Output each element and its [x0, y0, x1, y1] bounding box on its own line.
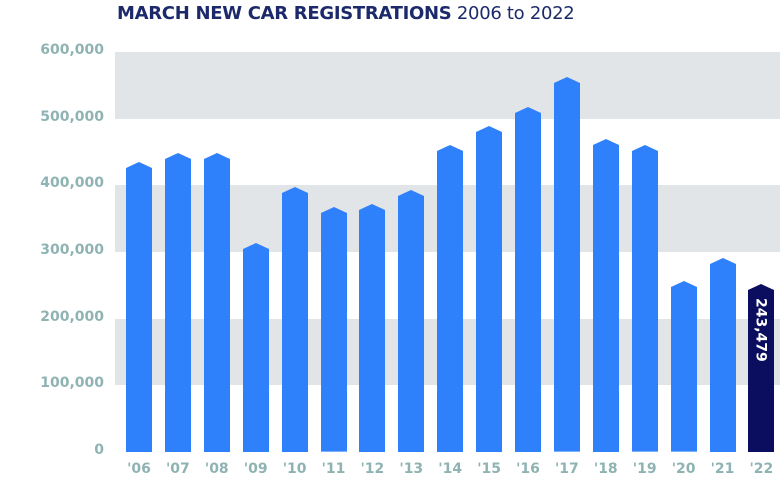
- bar: [553, 77, 580, 452]
- bar-highlight: [748, 283, 775, 452]
- y-tick-label: 600,000: [40, 42, 104, 58]
- x-tick-label: '10: [282, 461, 307, 477]
- x-tick-label: '12: [360, 461, 385, 477]
- chart-title-range: 2006 to 2022: [456, 3, 575, 24]
- bar: [242, 242, 269, 452]
- bar: [437, 144, 464, 452]
- x-tick-label: '16: [516, 461, 540, 477]
- grid-band: [115, 52, 780, 119]
- y-tick-label: 200,000: [40, 308, 104, 325]
- x-tick-label: '15: [477, 461, 501, 477]
- bar: [164, 152, 191, 452]
- bar: [126, 162, 152, 452]
- x-tick-label: '13: [399, 461, 424, 477]
- x-tick-label: '08: [204, 461, 229, 477]
- x-tick-label: '14: [438, 461, 463, 477]
- chart-title-bold: MARCH NEW CAR REGISTRATIONS: [117, 3, 452, 24]
- bar: [709, 258, 736, 452]
- bar: [203, 152, 230, 452]
- bar: [631, 145, 658, 452]
- bar: [592, 138, 619, 452]
- bar: [670, 281, 697, 452]
- y-tick-label: 0: [94, 442, 104, 458]
- bar: [515, 106, 541, 452]
- x-tick-label: '09: [243, 461, 268, 477]
- bar: [476, 126, 503, 452]
- y-tick-label: 400,000: [40, 175, 104, 192]
- x-tick-label: '11: [321, 461, 346, 477]
- x-tick-label: '22: [749, 461, 774, 477]
- chart-title: MARCH NEW CAR REGISTRATIONS 2006 to 2022: [117, 3, 575, 24]
- x-tick-label: '17: [555, 461, 579, 477]
- bar: [359, 204, 386, 452]
- x-tick-label: '19: [632, 461, 657, 477]
- bar-value-label: 243,479: [752, 297, 769, 362]
- x-tick-label: '07: [166, 461, 190, 477]
- bar: [320, 207, 347, 452]
- x-tick-label: '06: [127, 461, 151, 477]
- y-tick-label: 300,000: [40, 242, 104, 258]
- x-tick-label: '20: [671, 461, 696, 477]
- y-tick-label: 100,000: [40, 375, 104, 392]
- x-tick-label: '21: [710, 461, 735, 477]
- y-tick-label: 500,000: [40, 108, 104, 125]
- bar: [398, 190, 425, 452]
- bar: [281, 186, 308, 452]
- x-tick-label: '18: [593, 461, 618, 477]
